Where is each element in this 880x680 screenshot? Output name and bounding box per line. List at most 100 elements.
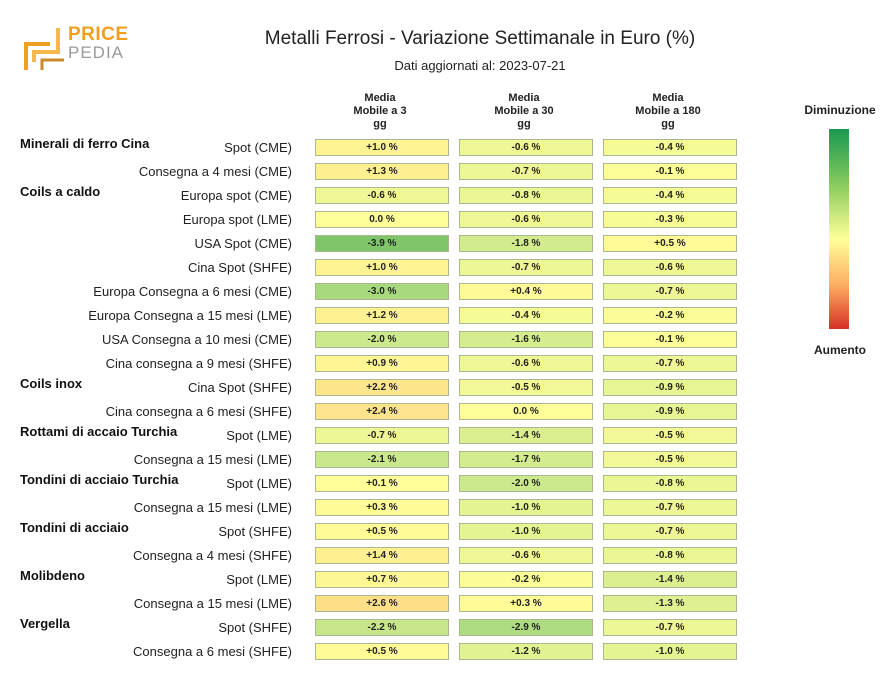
heatmap-cell: -1.7 % (459, 451, 593, 468)
heatmap-cell: -1.3 % (603, 595, 737, 612)
heatmap-cell: -2.1 % (315, 451, 449, 468)
heatmap-cell: -0.2 % (603, 307, 737, 324)
column-header-line: Media (652, 92, 684, 104)
heatmap-cell: -0.5 % (603, 451, 737, 468)
group-label: Tondini di acciaio (20, 520, 129, 535)
legend-bottom-label: Aumento (814, 343, 866, 357)
heatmap-cell: -3.0 % (315, 283, 449, 300)
group-label: Minerali di ferro Cina (20, 136, 150, 151)
heatmap-cell: -0.4 % (603, 139, 737, 156)
row-label: Consegna a 15 mesi (LME) (133, 500, 292, 515)
heatmap-cell: +0.5 % (603, 235, 737, 252)
heatmap-cell: -1.4 % (603, 571, 737, 588)
row-label: Spot (SHFE) (218, 620, 292, 635)
row-label: USA Consegna a 10 mesi (CME) (101, 332, 292, 347)
heatmap-cell: +1.2 % (315, 307, 449, 324)
group-label: Coils inox (20, 376, 83, 391)
row-label: Spot (SHFE) (218, 524, 292, 539)
heatmap-cell: -0.7 % (459, 163, 593, 180)
logo-text-price: PRICE (68, 24, 129, 45)
heatmap-cell: +2.2 % (315, 379, 449, 396)
heatmap-cell: +0.1 % (315, 475, 449, 492)
chart-subtitle: Dati aggiornati al: 2023-07-21 (394, 58, 566, 73)
heatmap-cell: -1.2 % (459, 643, 593, 660)
column-header-line: gg (373, 118, 387, 130)
heatmap-cell: -1.6 % (459, 331, 593, 348)
chart-title: Metalli Ferrosi - Variazione Settimanale… (264, 28, 696, 49)
heatmap-cell: 0.0 % (459, 403, 593, 420)
row-label: Europa spot (CME) (180, 188, 292, 203)
heatmap-cell: -0.6 % (603, 259, 737, 276)
heatmap-cell: -0.1 % (603, 163, 737, 180)
row-label: Consegna a 15 mesi (LME) (133, 452, 292, 467)
row-label: Cina consegna a 6 mesi (SHFE) (105, 404, 292, 419)
heatmap-cell: +0.5 % (315, 523, 449, 540)
heatmap-cell: +0.3 % (459, 595, 593, 612)
heatmap-cell: 0.0 % (315, 211, 449, 228)
row-label: Consegna a 15 mesi (LME) (133, 596, 292, 611)
row-label: Europa spot (LME) (182, 212, 292, 227)
heatmap-cell: -0.8 % (603, 547, 737, 564)
heatmap-cell: +0.5 % (315, 643, 449, 660)
row-label: Spot (LME) (226, 428, 292, 443)
column-header-line: Mobile a 3 (353, 105, 407, 117)
heatmap-cell: -0.7 % (603, 619, 737, 636)
heatmap-cell: -1.8 % (459, 235, 593, 252)
heatmap-cell: -2.9 % (459, 619, 593, 636)
heatmap-cell: -0.5 % (603, 427, 737, 444)
row-label: Consegna a 6 mesi (SHFE) (133, 644, 292, 659)
heatmap-cell: -0.3 % (603, 211, 737, 228)
heatmap-cell: -0.7 % (603, 355, 737, 372)
heatmap-cell: +0.3 % (315, 499, 449, 516)
heatmap-cell: -0.8 % (603, 475, 737, 492)
heatmap-cell: -0.7 % (603, 499, 737, 516)
row-label: Europa Consegna a 15 mesi (LME) (88, 308, 292, 323)
heatmap-cell: -2.2 % (315, 619, 449, 636)
row-label: Cina Spot (SHFE) (187, 380, 292, 395)
heatmap-cell: +0.7 % (315, 571, 449, 588)
heatmap-cell: -0.6 % (459, 139, 593, 156)
heatmap-cell: -3.9 % (315, 235, 449, 252)
column-header-line: Mobile a 30 (494, 105, 554, 117)
heatmap-cell: -0.6 % (459, 211, 593, 228)
column-header: Media Mobile a 30 gg (474, 92, 574, 131)
heatmap-cell: -0.7 % (603, 523, 737, 540)
legend-top-label: Diminuzione (804, 103, 876, 117)
column-header: Media Mobile a 3 gg (330, 92, 430, 131)
heatmap-cell: -1.0 % (459, 499, 593, 516)
heatmap-cell: +1.0 % (315, 259, 449, 276)
heatmap-cell: +1.4 % (315, 547, 449, 564)
heatmap-cell: -0.7 % (459, 259, 593, 276)
row-label: Consegna a 4 mesi (CME) (138, 164, 292, 179)
heatmap-cell: -0.9 % (603, 379, 737, 396)
column-header-line: Media (364, 92, 396, 104)
row-label: Europa Consegna a 6 mesi (CME) (93, 284, 292, 299)
heatmap-cell: +2.6 % (315, 595, 449, 612)
heatmap-cell: +0.4 % (459, 283, 593, 300)
row-label: USA Spot (CME) (194, 236, 292, 251)
row-label: Spot (LME) (226, 476, 292, 491)
heatmap-cell: -1.0 % (603, 643, 737, 660)
group-label: Rottami di accaio Turchia (20, 424, 178, 439)
pricepedia-logo: PRICE PEDIA (20, 22, 130, 72)
heatmap-cell: -0.4 % (603, 187, 737, 204)
heatmap-cell: -0.8 % (459, 187, 593, 204)
heatmap-cell: -0.4 % (459, 307, 593, 324)
group-label: Molibdeno (20, 568, 85, 583)
heatmap-cell: -0.1 % (603, 331, 737, 348)
heatmap-cell: +2.4 % (315, 403, 449, 420)
row-label: Spot (LME) (226, 572, 292, 587)
row-label: Cina Spot (SHFE) (187, 260, 292, 275)
heatmap-cell: -0.5 % (459, 379, 593, 396)
heatmap-cell: +0.9 % (315, 355, 449, 372)
heatmap-cell: +1.0 % (315, 139, 449, 156)
heatmap-cell: -0.6 % (459, 355, 593, 372)
heatmap-cell: -0.6 % (459, 547, 593, 564)
heatmap-cell: -0.9 % (603, 403, 737, 420)
heatmap-cell: -1.4 % (459, 427, 593, 444)
heatmap-cell: -0.7 % (603, 283, 737, 300)
column-header-line: Mobile a 180 (635, 105, 701, 117)
heatmap-cell: -1.0 % (459, 523, 593, 540)
column-header-line: gg (661, 118, 675, 130)
legend-color-scale (829, 129, 849, 329)
